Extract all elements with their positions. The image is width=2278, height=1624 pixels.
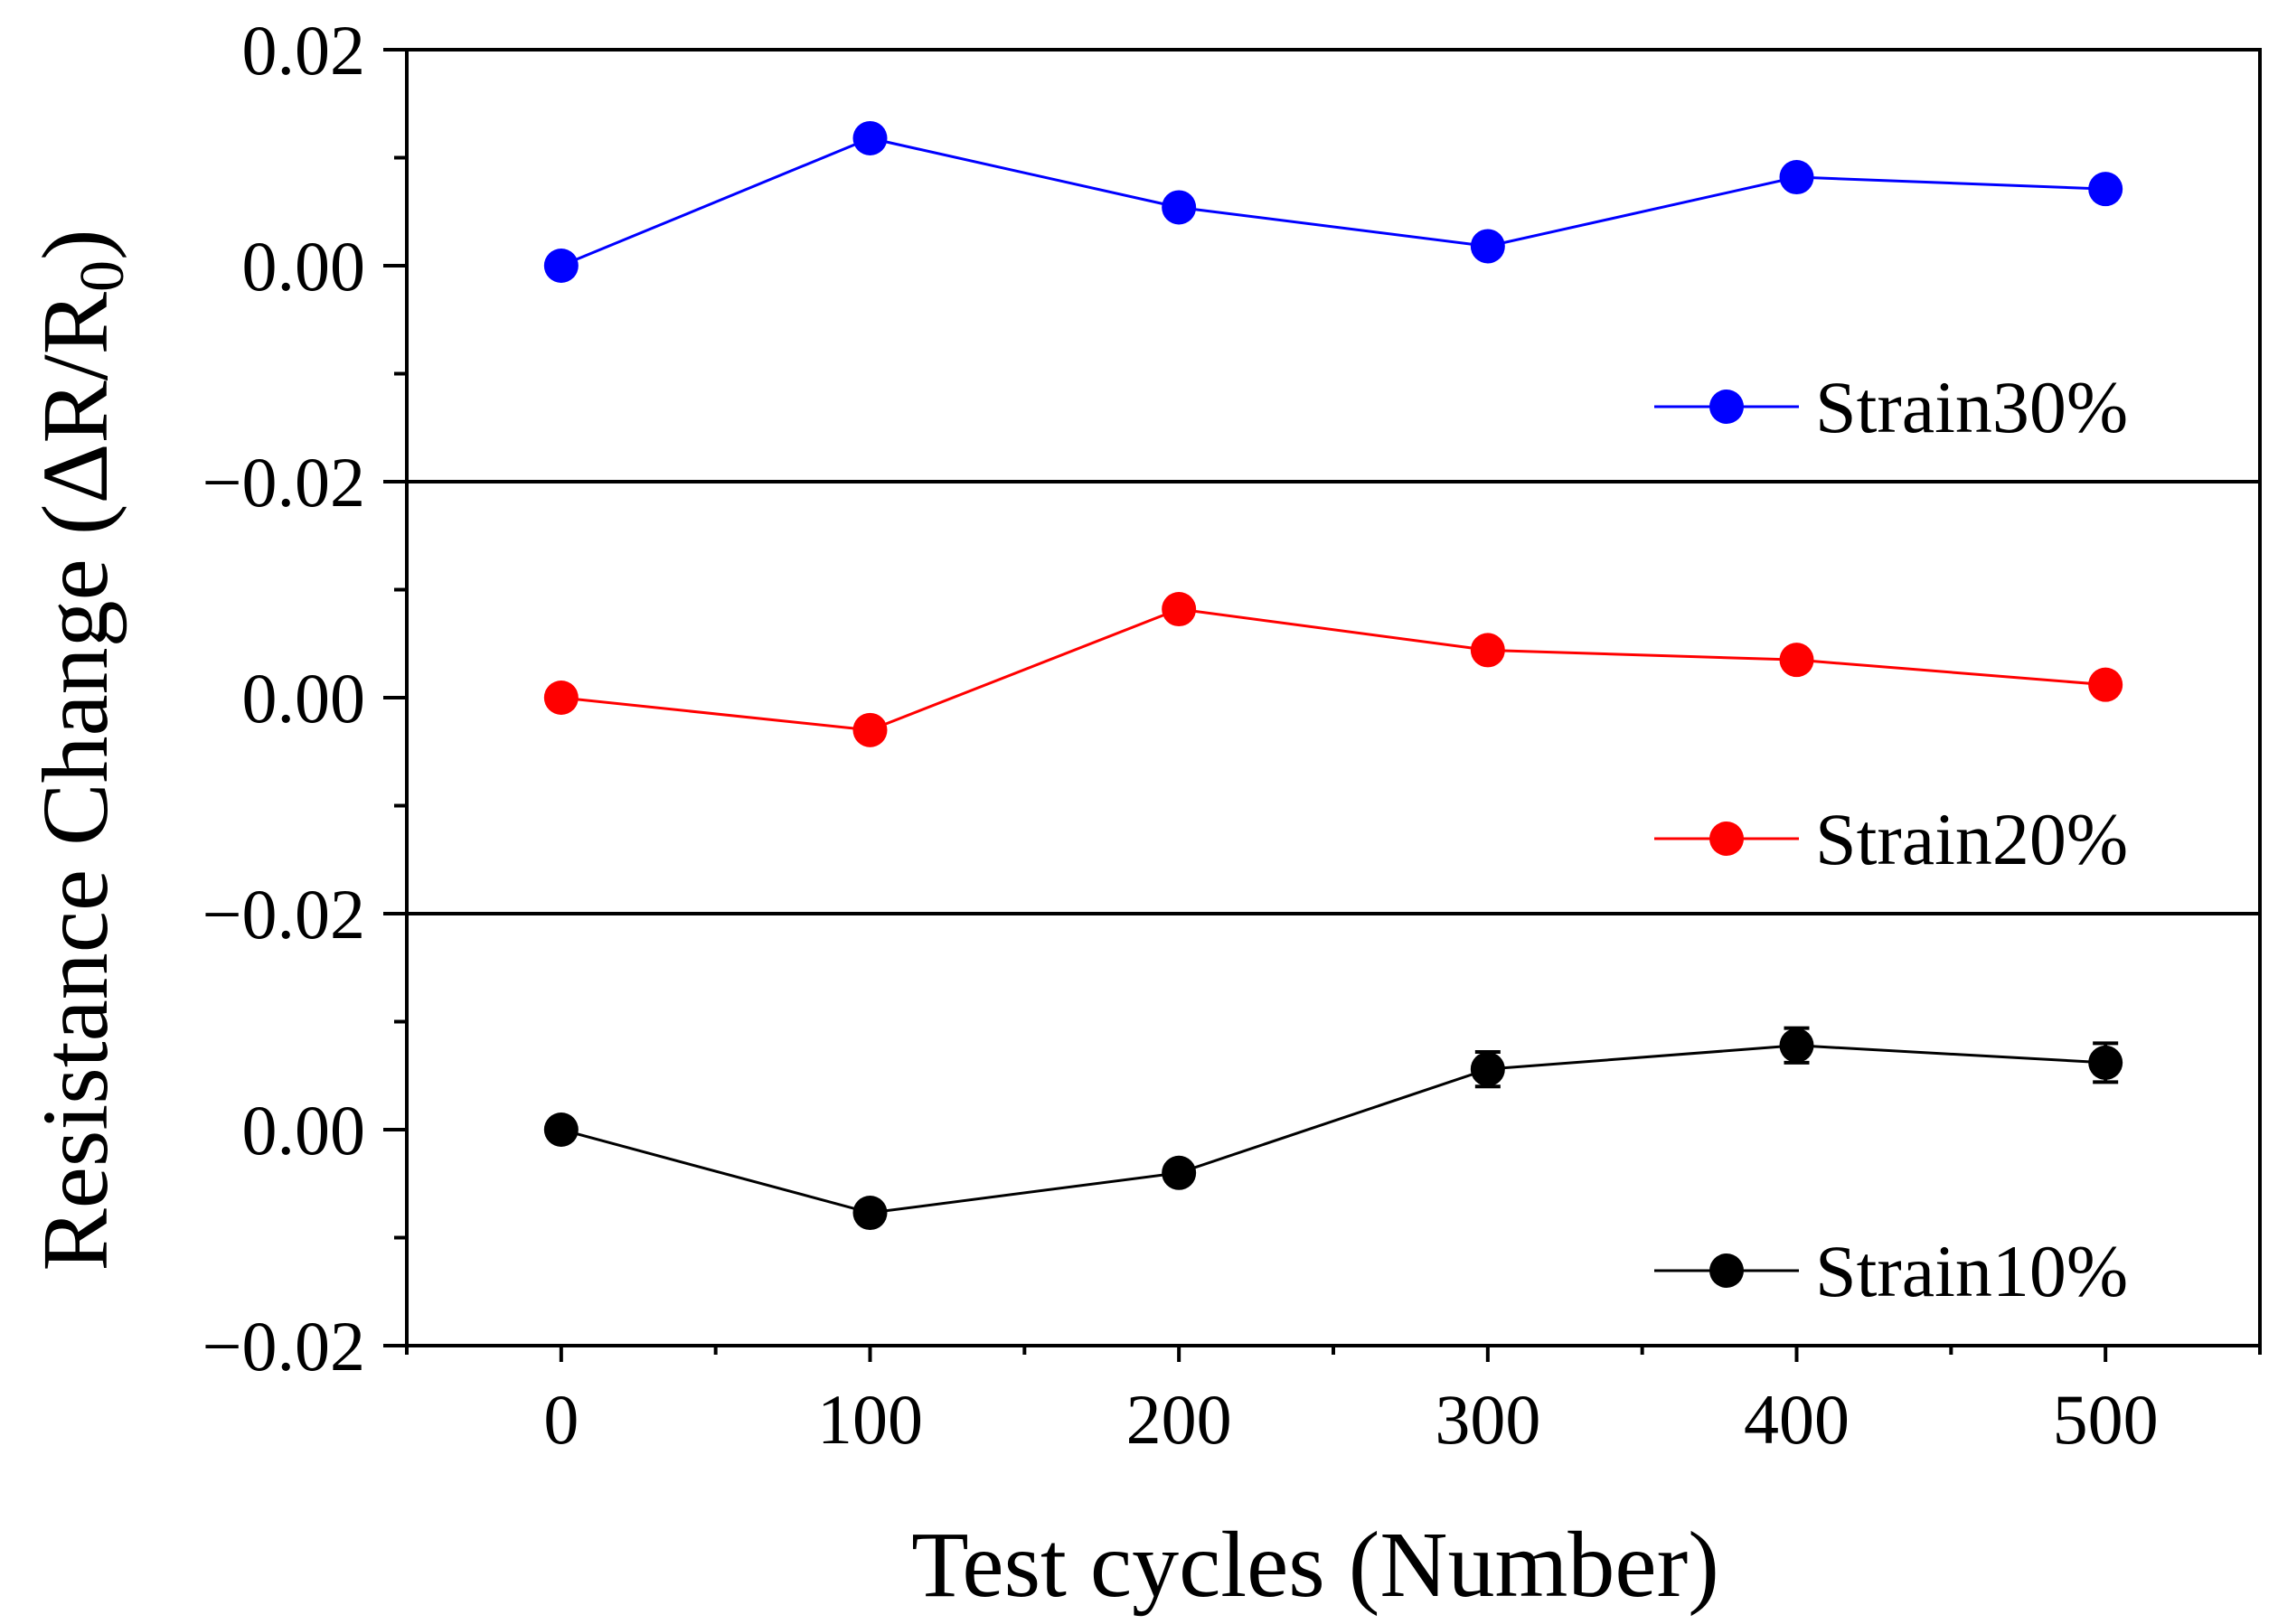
data-point — [1470, 633, 1505, 668]
y-tick-label: −0.02 — [202, 1307, 366, 1385]
data-point — [1470, 229, 1505, 264]
legend-label: Strain20% — [1815, 798, 2128, 880]
series-line-Strain30% — [560, 136, 2106, 268]
y-axis-title-main: Resistance Change (ΔR/R — [24, 291, 127, 1271]
data-point — [852, 712, 888, 747]
y-tick-label: −0.02 — [202, 443, 366, 521]
panel-3: 0.00 −0.02 Strain10% — [202, 912, 2262, 1385]
data-point — [1779, 1028, 1814, 1063]
legend-marker — [1709, 821, 1744, 856]
data-point — [2088, 172, 2123, 207]
y-axis-title-close: ) — [24, 229, 127, 260]
x-tick-label: 300 — [1435, 1380, 1540, 1459]
y-tick-label: 0.00 — [242, 1091, 366, 1169]
data-point — [543, 249, 579, 283]
data-point — [1162, 592, 1197, 627]
data-point — [1162, 1155, 1197, 1190]
y-tick-label: 0.02 — [242, 11, 366, 89]
legend: Strain20% — [1654, 798, 2128, 880]
y-axis-title-subscript: 0 — [68, 260, 137, 292]
data-point — [2088, 1045, 2123, 1080]
data-point — [1779, 160, 1814, 195]
series-line-Strain10% — [560, 1044, 2106, 1215]
panels-layer: 0.02 0.00 −0.02 Strain30% 0.00 −0.02 Strain20%… — [202, 11, 2262, 1385]
data-point — [852, 120, 888, 155]
data-point — [852, 1196, 888, 1231]
data-point — [543, 681, 579, 715]
panel-2: 0.00 −0.02 Strain20% — [202, 480, 2262, 953]
x-axis: 0 100 200 300 400 500 — [405, 1346, 2262, 1459]
legend-marker — [1709, 390, 1744, 424]
y-tick-label: 0.00 — [242, 227, 366, 305]
data-point — [1470, 1052, 1505, 1087]
y-axis-title: Resistance Change (ΔR/R0) — [24, 229, 137, 1271]
x-tick-label: 200 — [1126, 1380, 1232, 1459]
x-tick-label: 400 — [1744, 1380, 1850, 1459]
y-tick-label: 0.00 — [242, 659, 366, 737]
x-tick-label: 500 — [2053, 1380, 2159, 1459]
legend-label: Strain10% — [1815, 1230, 2128, 1312]
y-tick-label: −0.02 — [202, 875, 366, 953]
legend-marker — [1709, 1253, 1744, 1288]
x-tick-label: 0 — [543, 1380, 579, 1459]
data-point — [543, 1112, 579, 1147]
legend: Strain30% — [1654, 366, 2128, 448]
data-point — [2088, 667, 2123, 702]
data-point — [1779, 643, 1814, 678]
series-line-Strain20% — [560, 607, 2106, 732]
x-axis-title: Test cycles (Number) — [911, 1513, 1719, 1617]
panel-1: 0.02 0.00 −0.02 Strain30% — [202, 11, 2262, 521]
data-point — [1162, 190, 1197, 225]
legend-label: Strain30% — [1815, 366, 2128, 448]
x-tick-label: 100 — [817, 1380, 923, 1459]
legend: Strain10% — [1654, 1230, 2128, 1312]
